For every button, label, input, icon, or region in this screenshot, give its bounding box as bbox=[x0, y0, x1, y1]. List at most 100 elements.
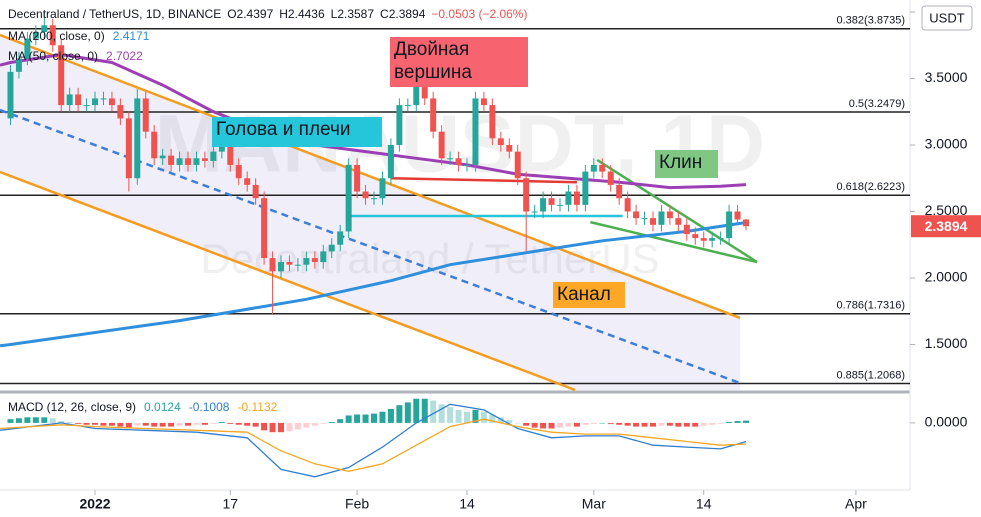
candle-body bbox=[83, 105, 90, 107]
candle-body bbox=[641, 218, 648, 220]
candle-body bbox=[7, 71, 14, 119]
candle-body bbox=[633, 211, 640, 219]
macd-histogram-bar bbox=[624, 422, 631, 426]
annotation-text: Клин bbox=[659, 152, 702, 173]
macd-line bbox=[0, 418, 747, 472]
candle-body bbox=[624, 198, 631, 212]
candle-body bbox=[472, 98, 479, 165]
macd-histogram-bar bbox=[700, 422, 707, 426]
macd-title: MACD (12, 26, close, 9) bbox=[8, 400, 136, 414]
fib-label: 0.618(2.6223) bbox=[837, 181, 906, 193]
macd-histogram-bar bbox=[734, 421, 741, 423]
macd-hist-value: 0.0124 bbox=[144, 400, 181, 414]
candle-body bbox=[371, 198, 378, 200]
ma-legend-value: 2.7022 bbox=[106, 49, 143, 63]
macd-histogram-bar bbox=[151, 422, 158, 427]
candle-body bbox=[683, 224, 690, 235]
macd-histogram-bar bbox=[692, 422, 699, 427]
macd-histogram-bar bbox=[15, 418, 22, 423]
y-tick-label: 3.0000 bbox=[925, 136, 968, 152]
candle-body bbox=[75, 94, 82, 106]
header-quote: O2.4397 bbox=[227, 7, 273, 21]
candle-body bbox=[15, 58, 22, 72]
candle-body bbox=[168, 155, 175, 165]
candle-body bbox=[590, 164, 597, 172]
ma-line bbox=[0, 221, 747, 348]
macd-histogram-bar bbox=[235, 422, 242, 425]
macd-histogram-bar bbox=[354, 414, 361, 423]
candle-body bbox=[66, 94, 73, 106]
candle-body bbox=[649, 218, 656, 225]
macd-histogram-bar bbox=[320, 422, 327, 424]
macd-histogram-bar bbox=[421, 398, 428, 423]
candle-body bbox=[354, 164, 361, 192]
candle-body bbox=[464, 164, 471, 166]
macd-histogram-bar bbox=[717, 422, 724, 424]
macd-histogram-bar bbox=[447, 407, 454, 423]
macd-histogram-bar bbox=[582, 422, 589, 425]
candle-body bbox=[125, 118, 132, 179]
candle-body bbox=[514, 151, 521, 179]
candle-body bbox=[345, 164, 352, 232]
candle-body bbox=[227, 138, 234, 165]
candle-body bbox=[531, 211, 538, 213]
macd-histogram-bar bbox=[430, 400, 437, 423]
candle-body bbox=[134, 98, 141, 179]
trend-line bbox=[590, 220, 758, 264]
candle-body bbox=[726, 211, 733, 239]
macd-histogram-bar bbox=[261, 422, 268, 431]
trend-line bbox=[596, 158, 758, 264]
macd-histogram-bar bbox=[472, 409, 479, 423]
annotation-text: Голова и плечи bbox=[216, 119, 350, 140]
candle-body bbox=[506, 144, 513, 152]
candle-body bbox=[24, 38, 31, 59]
currency-box bbox=[921, 5, 973, 31]
macd-histogram-bar bbox=[125, 422, 132, 429]
candle-body bbox=[447, 158, 454, 160]
y-tick-label: 2.5000 bbox=[925, 202, 968, 218]
macd-histogram-bar bbox=[337, 419, 344, 423]
x-tick-label: Mar bbox=[582, 496, 606, 512]
candle-body bbox=[548, 198, 555, 205]
x-tick-label: Feb bbox=[345, 496, 369, 512]
x-tick-label: Apr bbox=[845, 496, 867, 512]
candle-body bbox=[413, 85, 420, 106]
macd-histogram-bar bbox=[328, 421, 335, 423]
candle-body bbox=[176, 158, 183, 165]
macd-histogram-bar bbox=[548, 422, 555, 429]
ma-line bbox=[0, 52, 747, 190]
annotation-text: Канал bbox=[557, 284, 611, 305]
candle-body bbox=[692, 234, 699, 239]
macd-histogram-bar bbox=[497, 417, 504, 423]
candle-body bbox=[252, 184, 259, 199]
candle-body bbox=[489, 105, 496, 139]
macd-histogram-bar bbox=[379, 411, 386, 423]
candle-body bbox=[565, 191, 572, 205]
macd-histogram-bar bbox=[565, 422, 572, 427]
candle-body bbox=[278, 262, 285, 272]
candle-body bbox=[540, 198, 547, 212]
macd-series-value: -0.1008 bbox=[189, 400, 230, 414]
fib-label: 0.885(1.2068) bbox=[837, 369, 906, 381]
header-quote: H2.4436 bbox=[279, 7, 325, 21]
macd-histogram-bar bbox=[404, 402, 411, 423]
macd-histogram-bar bbox=[100, 422, 107, 426]
ma-legend: MA (200, close, 0) 2.4171 bbox=[8, 29, 150, 43]
annotation-text: Двойная bbox=[394, 39, 469, 60]
candle-body bbox=[666, 211, 673, 219]
x-tick-label: 2022 bbox=[79, 496, 110, 512]
macd-histogram-bar bbox=[83, 422, 90, 425]
macd-histogram-bar bbox=[396, 405, 403, 423]
macd-histogram-bar bbox=[633, 422, 640, 427]
header-quote: C2.3894 bbox=[380, 7, 426, 21]
candle-body bbox=[599, 164, 606, 172]
macd-histogram-bar bbox=[514, 422, 521, 424]
macd-histogram-bar bbox=[371, 413, 378, 423]
macd-histogram-bar bbox=[185, 422, 192, 426]
candle-body bbox=[261, 198, 268, 259]
candle-body bbox=[523, 178, 530, 212]
macd-histogram-bar bbox=[557, 422, 563, 428]
candle-body bbox=[303, 258, 310, 265]
macd-histogram-bar bbox=[489, 414, 496, 423]
candle-body bbox=[379, 178, 386, 199]
